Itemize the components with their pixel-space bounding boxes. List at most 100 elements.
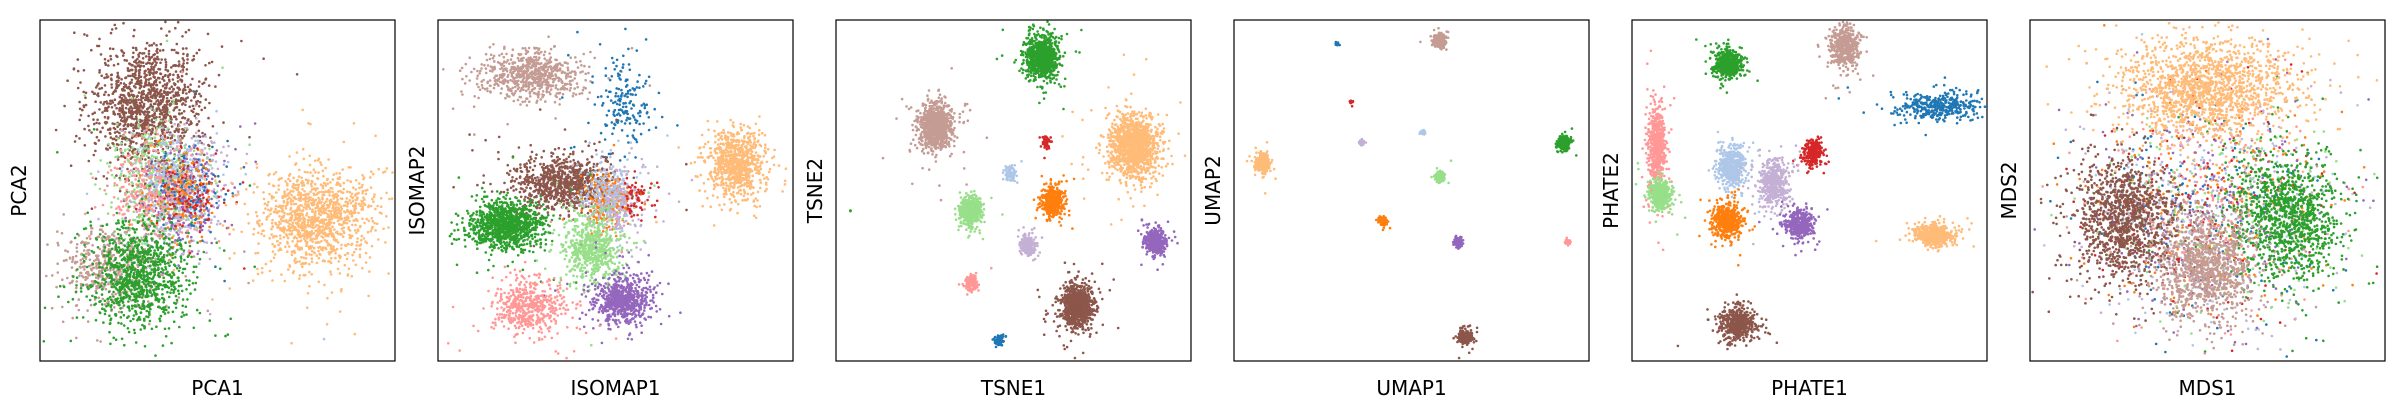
scatter-point xyxy=(183,85,187,89)
scatter-point xyxy=(205,182,208,185)
scatter-point xyxy=(109,295,112,299)
scatter-point xyxy=(63,104,66,108)
scatter-point xyxy=(84,91,88,95)
scatter-point xyxy=(200,228,204,232)
scatter-point xyxy=(374,229,377,232)
scatter-point xyxy=(130,240,134,243)
scatter-point xyxy=(222,187,225,190)
scatter-point xyxy=(111,101,115,104)
scatter-point xyxy=(94,142,97,145)
scatter-point xyxy=(100,303,104,306)
scatter-point xyxy=(194,218,197,222)
scatter-point xyxy=(121,217,124,220)
scatter-point xyxy=(180,65,183,68)
scatter-point xyxy=(158,181,161,184)
scatter-point xyxy=(201,193,204,196)
scatter-point xyxy=(210,204,213,207)
scatter-point xyxy=(106,184,109,188)
scatter-point xyxy=(94,177,98,180)
scatter-point xyxy=(122,304,126,307)
scatter-point xyxy=(174,224,177,228)
scatter-point xyxy=(169,260,173,264)
scatter-point xyxy=(196,99,200,103)
scatter-point xyxy=(168,203,172,206)
scatter-point xyxy=(160,205,164,209)
scatter-point xyxy=(176,51,180,55)
scatter-point xyxy=(154,96,158,100)
scatter-point xyxy=(136,167,140,171)
scatter-point xyxy=(214,85,217,88)
scatter-point xyxy=(118,107,121,111)
scatter-point xyxy=(87,159,91,163)
scatter-point xyxy=(204,221,207,225)
scatter-point xyxy=(132,317,135,321)
scatter-point xyxy=(142,300,145,304)
scatter-point xyxy=(197,217,201,220)
scatter-point xyxy=(130,110,134,113)
scatter-point xyxy=(143,111,146,114)
scatter-point xyxy=(190,250,194,253)
scatter-point xyxy=(145,125,148,129)
scatter-point xyxy=(129,258,132,262)
scatter-point xyxy=(117,143,120,147)
scatter-point xyxy=(176,239,179,242)
scatter-point xyxy=(113,89,117,92)
scatter-point xyxy=(165,103,169,106)
scatter-point xyxy=(101,274,104,278)
scatter-point xyxy=(164,152,167,155)
scatter-point xyxy=(262,197,266,201)
scatter-point xyxy=(88,235,91,238)
scatter-point xyxy=(245,152,249,156)
scatter-point xyxy=(132,314,136,317)
scatter-point xyxy=(180,112,184,115)
scatter-point xyxy=(163,308,166,312)
scatter-point xyxy=(148,264,152,268)
scatter-point xyxy=(136,257,140,260)
scatter-point xyxy=(185,47,188,50)
scatter-point xyxy=(148,302,151,306)
scatter-point xyxy=(118,250,121,253)
scatter-point xyxy=(117,236,121,240)
scatter-point xyxy=(143,141,146,144)
scatter-point xyxy=(139,259,142,262)
scatter-point xyxy=(104,106,107,110)
scatter-point xyxy=(190,255,193,259)
scatter-point xyxy=(188,279,191,283)
scatter-point xyxy=(125,98,128,102)
scatter-point xyxy=(169,291,172,295)
scatter-point xyxy=(274,207,277,211)
scatter-point xyxy=(189,83,192,86)
scatter-point xyxy=(167,327,171,330)
scatter-point xyxy=(173,263,176,266)
scatter-point xyxy=(234,147,237,151)
scatter-point xyxy=(184,203,187,206)
scatter-point xyxy=(131,190,134,193)
scatter-point xyxy=(127,85,131,89)
scatter-point xyxy=(170,48,174,52)
scatter-point xyxy=(131,307,134,310)
scatter-point xyxy=(164,115,168,119)
scatter-point xyxy=(90,48,93,52)
scatter-point xyxy=(120,322,123,325)
scatter-point xyxy=(131,99,134,102)
scatter-point xyxy=(126,275,129,278)
scatter-point xyxy=(86,249,89,252)
scatter-point xyxy=(50,306,54,310)
scatter-point xyxy=(110,247,114,251)
scatter-point xyxy=(134,218,137,222)
scatter-point xyxy=(156,241,159,244)
scatter-point xyxy=(118,131,121,135)
scatter-point xyxy=(222,145,225,149)
scatter-point xyxy=(174,256,177,259)
scatter-point xyxy=(168,181,172,184)
scatter-point xyxy=(70,266,74,269)
scatter-point xyxy=(138,72,141,76)
scatter-point xyxy=(161,232,165,236)
scatter-point xyxy=(194,167,198,171)
scatter-point xyxy=(153,196,157,200)
scatter-point xyxy=(124,216,127,220)
scatter-point xyxy=(188,283,191,287)
scatter-point xyxy=(197,170,200,173)
scatter-point xyxy=(248,143,251,146)
scatter-point xyxy=(62,259,66,262)
